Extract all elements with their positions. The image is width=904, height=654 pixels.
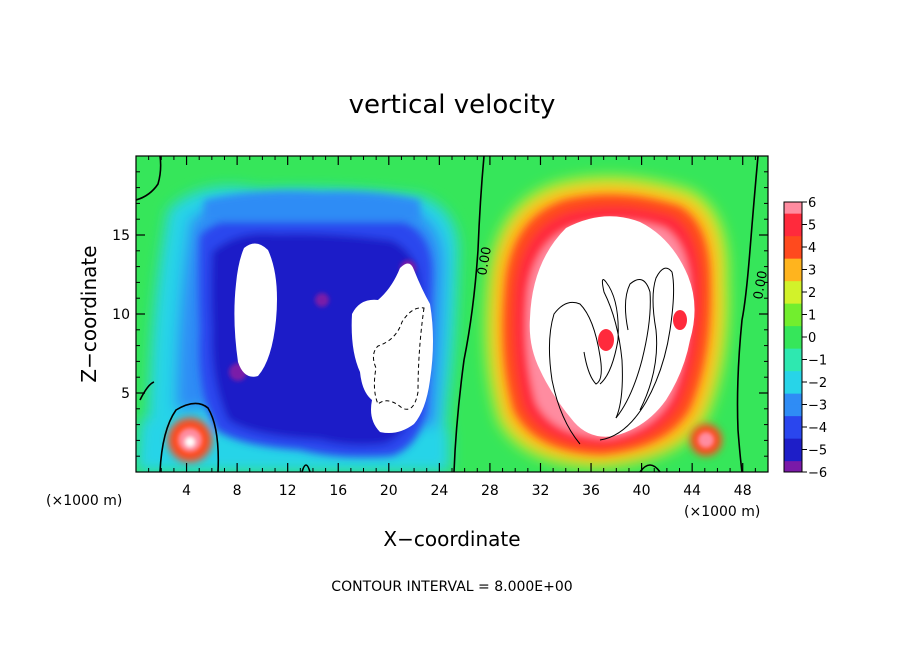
colorbar-swatch	[784, 258, 802, 270]
colorbar-tick-label: 3	[808, 264, 816, 279]
x-tick-label: 28	[481, 483, 499, 499]
zero-contour-low-level-loop	[159, 402, 220, 472]
y-axis: 5 10 15	[112, 171, 768, 457]
low-level-updraft-pink-right	[698, 432, 714, 448]
zero-contour-bottom-notch	[301, 464, 311, 472]
updraft-red-spot-outer	[673, 310, 687, 330]
x-unit-label-left: (×1000 m)	[46, 493, 122, 509]
contour-interval-note: CONTOUR INTERVAL = 8.000E+00	[331, 579, 572, 595]
colorbar-tick-label: 1	[808, 309, 816, 324]
x-tick-label: 20	[380, 483, 398, 499]
zero-contour-left-edge	[136, 156, 162, 201]
x-tick-label: 44	[683, 483, 701, 499]
colorbar-swatch	[784, 314, 802, 327]
positive-contours	[548, 267, 675, 445]
zero-contour-right	[736, 156, 759, 472]
colorbar-tick-label: −6	[808, 466, 827, 481]
colorbar-tick-label: −2	[808, 376, 827, 391]
colorbar-swatch	[784, 438, 802, 450]
x-tick-label: 36	[582, 483, 600, 499]
x-tick-label: 40	[633, 483, 651, 499]
colorbar-swatch	[784, 337, 802, 349]
colorbar-swatch	[784, 427, 802, 439]
colorbar-tick-label: −5	[808, 444, 827, 459]
x-tick-label: 16	[329, 483, 347, 499]
negative-contours	[372, 307, 425, 410]
colorbar-swatch	[784, 325, 802, 338]
colorbar-swatch	[784, 269, 802, 282]
colorbar-tick-label: −4	[808, 421, 827, 436]
colorbar-swatch	[784, 449, 802, 462]
y-tick-label: 10	[112, 307, 130, 323]
updraft-red-spot-inner	[598, 329, 614, 351]
colorbar-swatch	[784, 348, 802, 360]
colorbar-swatch	[784, 303, 802, 315]
x-tick-label: 4	[182, 483, 191, 499]
y-tick-label: 15	[112, 228, 130, 244]
contour-lines	[136, 156, 759, 472]
downdraft-purple-patch-mid	[315, 293, 329, 307]
contour-label-mid: 0.00	[475, 246, 495, 277]
updraft-saturated-core	[529, 216, 695, 437]
zero-contour-left-small	[139, 381, 155, 401]
colorbar-tick-label: 4	[808, 241, 816, 256]
downdraft-contour-dashed	[372, 307, 425, 410]
updraft-contour-8-inner	[615, 279, 651, 419]
colorbar-swatch	[784, 247, 802, 259]
upper-left-blue-rim	[204, 191, 420, 222]
colorbar-swatch	[784, 280, 802, 293]
y-axis-label: Z−coordinate	[77, 245, 101, 382]
downdraft-saturated-core-left	[234, 243, 277, 377]
downdraft-saturated-core-right	[351, 263, 433, 433]
colorbar-swatch	[784, 292, 802, 304]
x-unit-label-right: (×1000 m)	[684, 504, 760, 520]
colorbar-swatch	[784, 404, 802, 417]
colorbar-tick-label: 2	[808, 286, 816, 301]
chart-title: vertical velocity	[349, 90, 556, 120]
colorbar-swatch	[784, 415, 802, 428]
colorbar-tick-label: 6	[808, 196, 816, 211]
x-tick-label: 48	[734, 483, 752, 499]
colorbar-swatch	[784, 393, 802, 405]
colorbar-swatch	[784, 202, 802, 214]
y-tick-label: 5	[121, 386, 130, 402]
x-axis: 4 8 12 16 20 24 28 32 36 40 44 48	[148, 156, 756, 499]
colorbar-swatch	[784, 235, 802, 248]
colorbar-tick-label: 0	[808, 331, 816, 346]
zero-contour-mid	[453, 156, 485, 472]
contour-label-right: 0.00	[751, 270, 771, 301]
colorbar: 6 5 4 3 2 1 0 −1 −2 −3 −4 −5 −6	[783, 196, 827, 481]
updraft-contour-16	[599, 267, 675, 441]
x-tick-label: 24	[430, 483, 448, 499]
updraft-contour-8-outer	[548, 301, 602, 445]
colorbar-tick-label: −3	[808, 399, 827, 414]
colorbar-swatch	[784, 382, 802, 394]
x-tick-label: 12	[279, 483, 297, 499]
colorbar-swatch	[784, 359, 802, 372]
x-axis-label: X−coordinate	[383, 527, 520, 551]
velocity-field: 0.00 0.00	[136, 156, 771, 472]
x-tick-label: 8	[233, 483, 242, 499]
colorbar-swatch	[784, 224, 802, 237]
x-tick-label: 32	[532, 483, 550, 499]
low-level-updraft-white-left	[185, 437, 195, 447]
contour-value-labels: 0.00 0.00	[475, 246, 771, 301]
colorbar-swatch	[784, 460, 802, 473]
colorbar-swatch	[784, 213, 802, 225]
colorbar-tick-label: −1	[808, 354, 827, 369]
updraft-contour-8-mid	[599, 279, 623, 419]
colorbar-tick-label: 5	[808, 219, 816, 234]
colorbar-swatch	[784, 370, 802, 383]
